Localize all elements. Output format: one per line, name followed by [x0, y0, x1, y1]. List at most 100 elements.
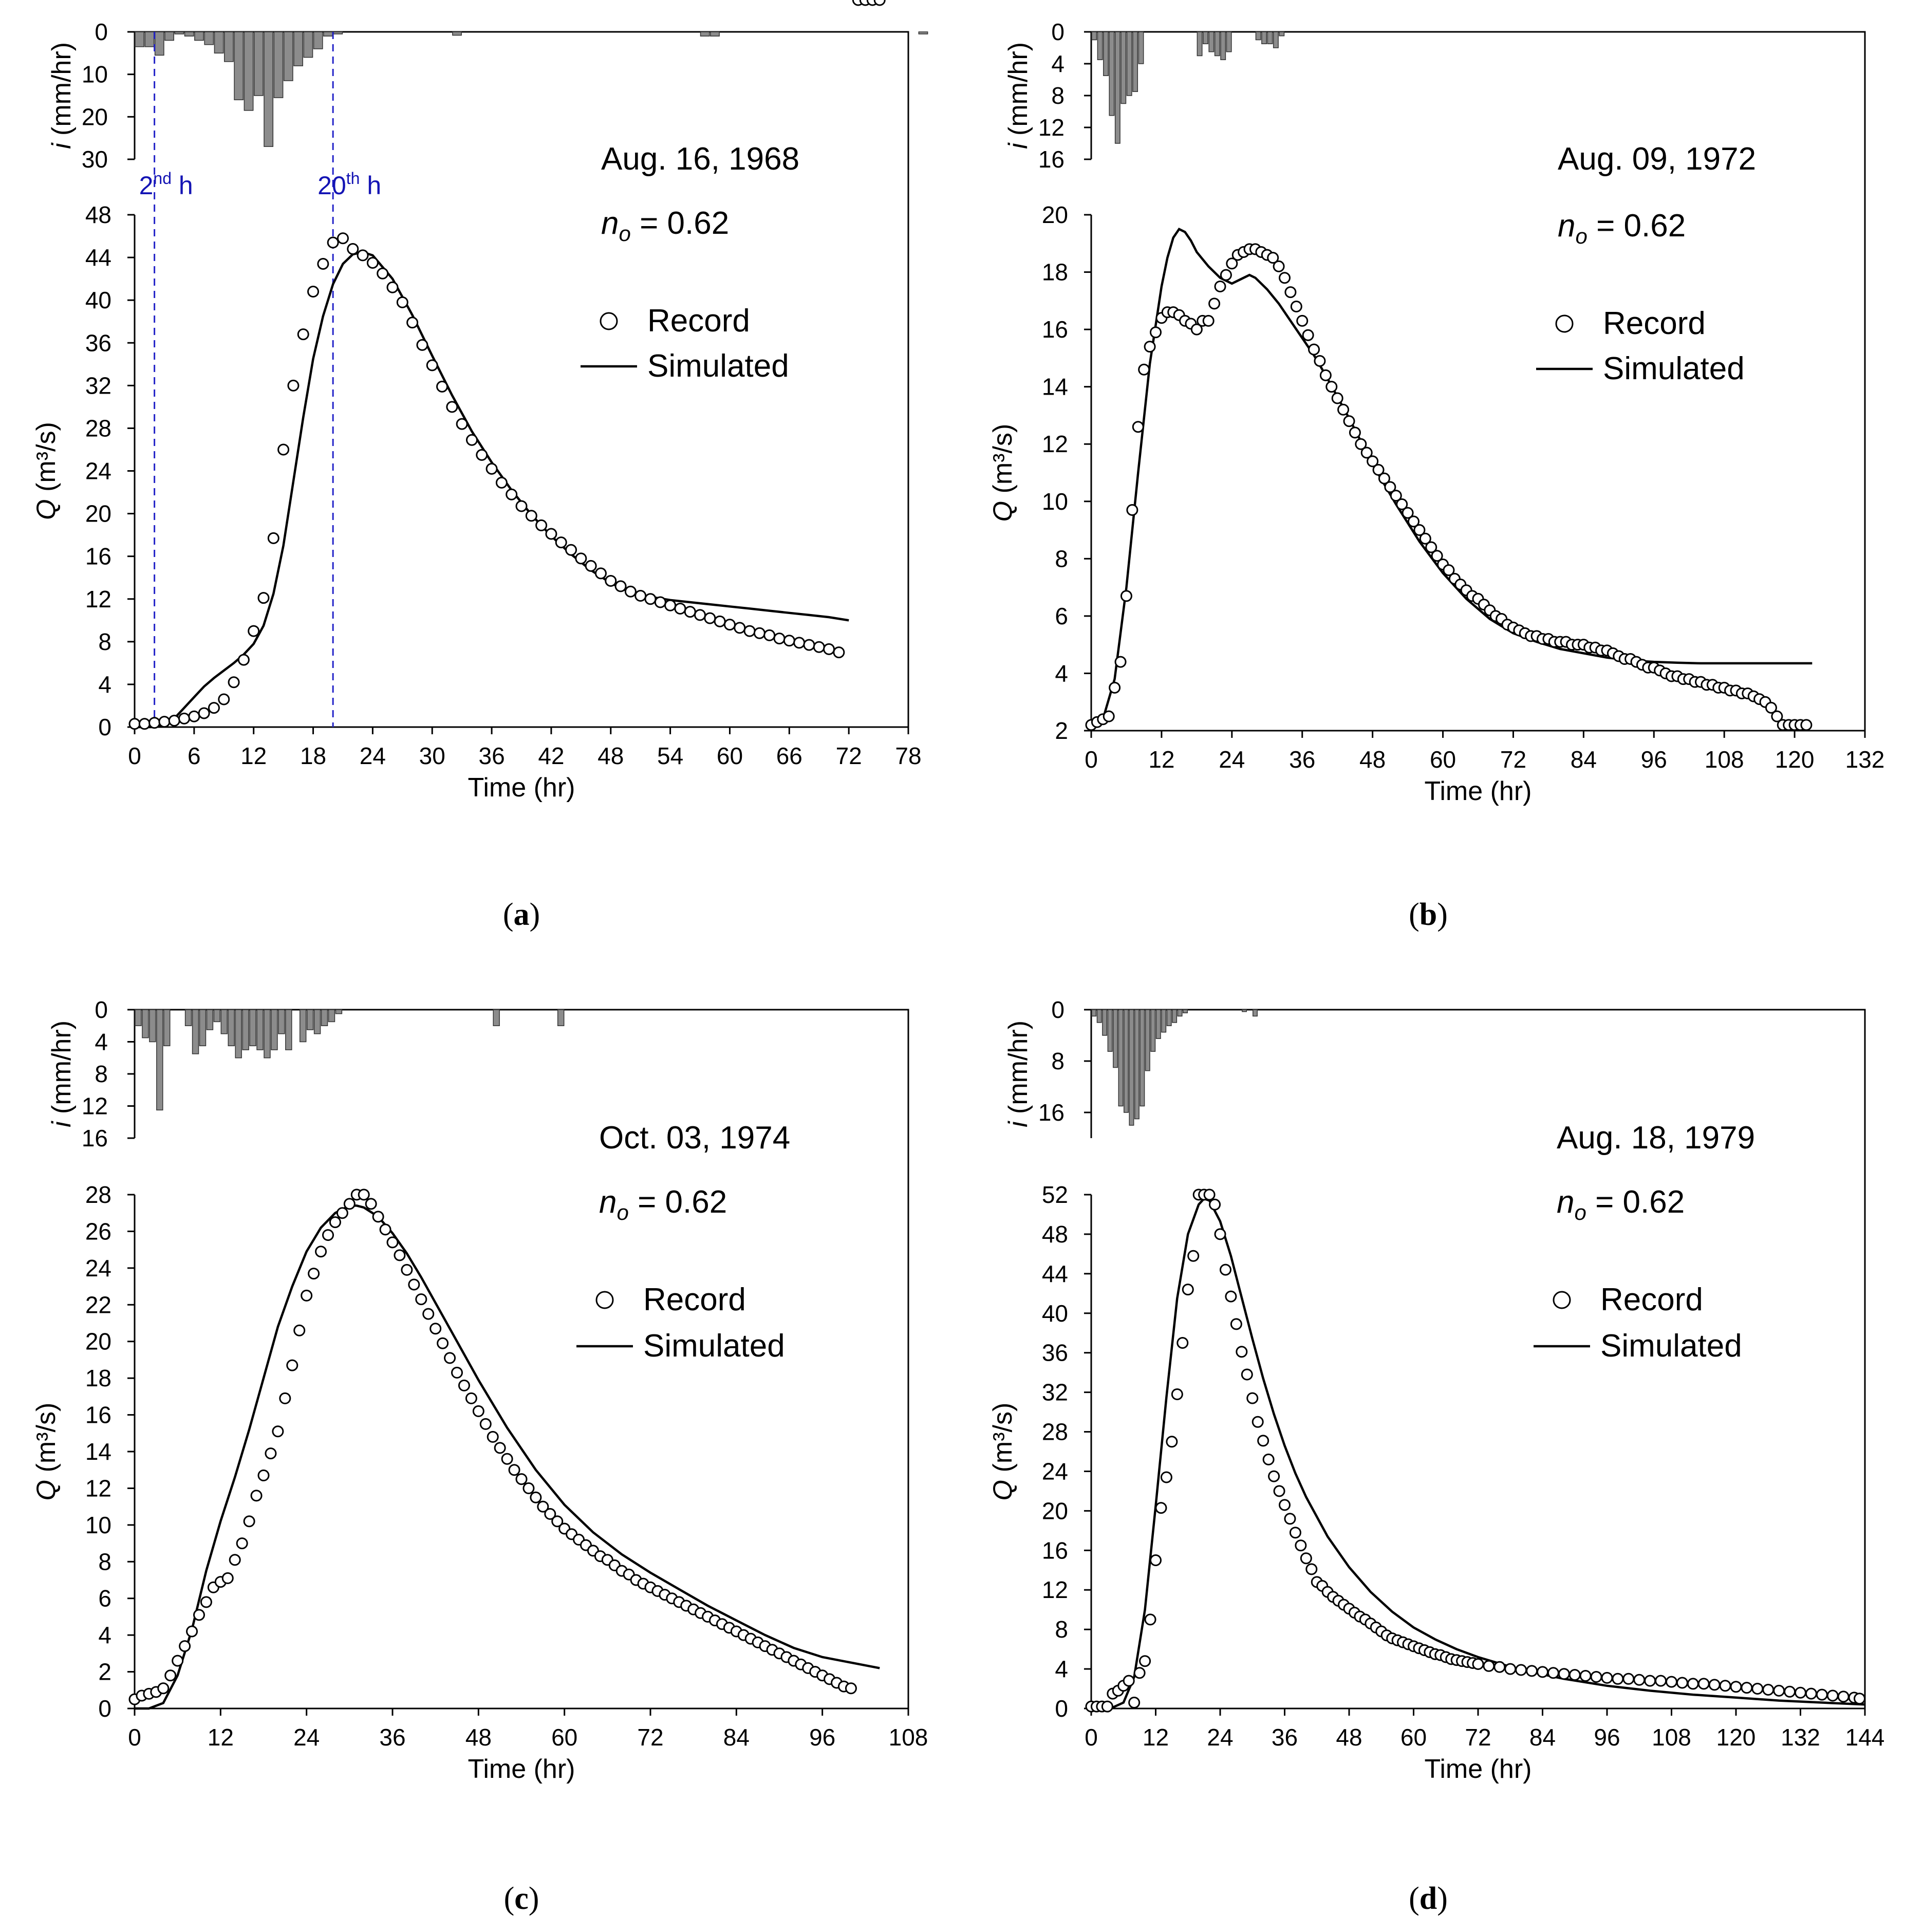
record-point — [813, 641, 825, 653]
record-point — [386, 281, 399, 293]
rain-bar — [1155, 1009, 1161, 1039]
q-tick-label: 28 — [1042, 1419, 1068, 1445]
record-point — [1300, 1552, 1312, 1565]
record-point — [1493, 1661, 1506, 1673]
q-axis-symbol: Q — [31, 1480, 61, 1500]
record-point — [1284, 286, 1297, 299]
x-tick-label: 108 — [1652, 1724, 1691, 1751]
record-point — [347, 243, 359, 255]
rain-axis-label: i (mm/hr) — [1003, 42, 1033, 149]
rain-bar — [1107, 1009, 1113, 1052]
legend-record-label: Record — [1603, 306, 1706, 341]
q-tick-label: 24 — [85, 458, 111, 485]
q-axis-unit: (m³/s) — [31, 1403, 61, 1480]
record-point — [684, 606, 696, 618]
record-point — [544, 1508, 556, 1520]
rain-bar — [135, 31, 145, 47]
record-point — [1208, 298, 1221, 310]
rain-bar — [293, 31, 303, 66]
x-tick-label: 12 — [1143, 1724, 1169, 1751]
record-point — [315, 1246, 327, 1258]
rain-axis-unit: (mm/hr) — [1003, 1020, 1033, 1121]
caption-paren-open: ( — [1409, 897, 1420, 932]
rain-bar — [328, 1009, 335, 1023]
record-point — [644, 593, 657, 605]
rain-bar — [204, 31, 214, 45]
legend-simulated-label: Simulated — [1603, 351, 1745, 386]
record-point — [357, 249, 369, 262]
caption-letter: c — [514, 1881, 529, 1916]
q-tick-label: 48 — [85, 201, 111, 228]
rain-bar — [1183, 1009, 1188, 1013]
record-point — [138, 718, 151, 730]
record-point — [763, 629, 776, 641]
record-point — [1579, 1670, 1592, 1682]
rain-bar — [1214, 31, 1220, 57]
x-tick-label: 72 — [637, 1724, 663, 1751]
x-tick-label: 132 — [1845, 746, 1885, 773]
x-tick-label: 24 — [360, 742, 386, 769]
q-tick-label: 0 — [1055, 1695, 1068, 1722]
x-tick-label: 0 — [1085, 1724, 1098, 1751]
record-point — [422, 1308, 435, 1320]
record-point — [508, 1464, 520, 1476]
record-point — [327, 236, 339, 249]
record-point — [634, 590, 647, 602]
record-point — [694, 609, 706, 621]
record-point — [845, 1682, 857, 1695]
record-point — [565, 544, 577, 556]
record-point — [416, 339, 428, 351]
rain-bar — [1255, 31, 1261, 41]
record-point — [1296, 314, 1309, 327]
q-tick-label: 40 — [85, 287, 111, 313]
record-point — [1279, 272, 1291, 284]
x-tick-label: 30 — [419, 742, 445, 769]
rain-bar — [321, 1009, 328, 1026]
record-point — [198, 707, 210, 719]
record-point — [1687, 1678, 1699, 1690]
event-date-title: Oct. 03, 1974 — [599, 1120, 790, 1156]
x-tick-label: 36 — [1272, 1724, 1298, 1751]
record-point — [1622, 1673, 1635, 1685]
x-tick-label: 78 — [895, 742, 921, 769]
record-point — [415, 1293, 427, 1306]
q-tick-label: 52 — [1042, 1181, 1068, 1208]
parameter-subscript: o — [1575, 224, 1587, 248]
record-point — [229, 1554, 241, 1566]
parameter-symbol: n — [1557, 1184, 1574, 1220]
q-tick-label: 32 — [85, 372, 111, 399]
record-point — [1558, 1668, 1570, 1680]
event-date-title: Aug. 18, 1979 — [1557, 1120, 1755, 1156]
rain-bar — [184, 31, 194, 37]
rain-bar — [264, 1009, 271, 1058]
record-point — [157, 1682, 170, 1695]
event-marker-label: 2nd h — [139, 169, 193, 200]
q-tick-label: 18 — [85, 1365, 111, 1391]
record-point — [228, 676, 240, 689]
rain-bar — [1161, 1009, 1167, 1033]
caption-letter: d — [1420, 1881, 1437, 1916]
q-axis-symbol: Q — [31, 499, 61, 519]
rain-bar — [1172, 1009, 1178, 1023]
rain-axis-symbol: i — [47, 1121, 77, 1127]
rain-bar — [700, 31, 710, 37]
x-tick-label: 84 — [723, 1724, 750, 1751]
rain-bar — [1091, 31, 1097, 41]
record-point — [1349, 426, 1361, 439]
record-point — [1854, 1693, 1866, 1705]
record-point — [287, 379, 300, 392]
record-point — [1741, 1682, 1753, 1694]
rain-bar — [199, 1009, 207, 1047]
rain-bar — [1279, 31, 1285, 36]
record-point — [803, 639, 815, 651]
record-point — [535, 519, 548, 531]
record-point — [437, 1337, 449, 1349]
record-point — [1314, 355, 1326, 367]
simulated-line — [1091, 228, 1813, 726]
record-point — [148, 717, 161, 729]
record-point — [472, 1405, 484, 1417]
q-tick-label: 40 — [1042, 1300, 1068, 1327]
record-point — [1472, 1658, 1484, 1670]
legend-record-symbol — [1553, 1291, 1571, 1309]
rain-bar — [163, 1009, 171, 1047]
